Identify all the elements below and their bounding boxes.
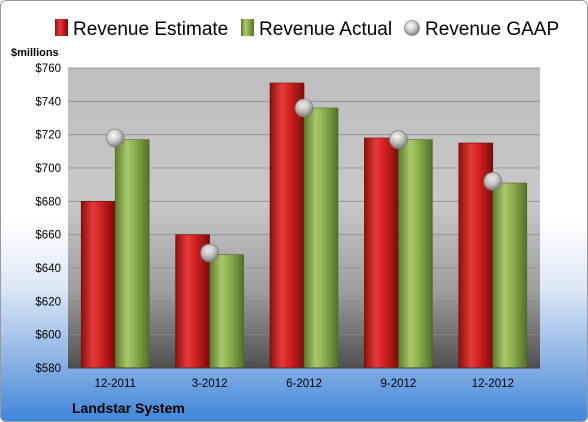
legend-swatch-actual bbox=[241, 19, 254, 36]
bar-revenue-actual bbox=[209, 254, 244, 369]
y-tick-label: $600 bbox=[35, 330, 61, 342]
legend: Revenue Estimate Revenue Actual Revenue … bbox=[55, 19, 559, 40]
marker-revenue-gaap bbox=[200, 243, 220, 263]
y-tick-label: $700 bbox=[35, 163, 61, 175]
marker-revenue-gaap bbox=[105, 128, 125, 148]
bar-revenue-actual bbox=[492, 182, 528, 369]
bar-revenue-actual bbox=[398, 139, 433, 369]
x-tick-label: 3-2012 bbox=[192, 378, 228, 390]
x-axis-ticks: 12-2011 3-2012 6-2012 9-2012 12-2012 bbox=[95, 378, 514, 390]
x-tick-label: 9-2012 bbox=[380, 378, 416, 390]
legend-label-actual: Revenue Actual bbox=[259, 19, 392, 40]
gaap-markers bbox=[105, 98, 503, 263]
bar-revenue-estimate bbox=[364, 137, 399, 369]
y-tick-label: $740 bbox=[35, 96, 61, 108]
x-tick-label: 12-2011 bbox=[95, 378, 136, 390]
bar-revenue-actual bbox=[114, 139, 150, 369]
y-tick-label: $580 bbox=[35, 363, 61, 375]
x-tick-label: 12-2012 bbox=[472, 378, 514, 390]
bar-revenue-estimate bbox=[458, 142, 494, 369]
y-axis-unit-label: $millions bbox=[11, 47, 59, 59]
legend-label-estimate: Revenue Estimate bbox=[73, 19, 228, 40]
bar-revenue-estimate bbox=[269, 82, 305, 369]
y-tick-label: $660 bbox=[35, 230, 61, 242]
marker-revenue-gaap bbox=[294, 98, 314, 118]
y-tick-label: $760 bbox=[35, 63, 61, 75]
x-tick-label: 6-2012 bbox=[286, 378, 322, 390]
y-tick-label: $620 bbox=[35, 296, 61, 308]
y-tick-label: $720 bbox=[35, 130, 61, 142]
marker-revenue-gaap bbox=[483, 171, 503, 191]
legend-marker-gaap bbox=[404, 20, 420, 36]
y-tick-label: $680 bbox=[35, 196, 61, 208]
marker-revenue-gaap bbox=[388, 130, 408, 150]
y-axis-ticks: $580 $600 $620 $640 $660 $680 $700 $720 $740 $760 bbox=[35, 63, 61, 375]
bar-revenue-estimate bbox=[80, 201, 116, 369]
legend-swatch-estimate bbox=[55, 19, 68, 36]
company-name: Landstar System bbox=[72, 400, 185, 416]
bar-revenue-actual bbox=[303, 107, 339, 369]
y-tick-label: $640 bbox=[35, 263, 61, 275]
legend-label-gaap: Revenue GAAP bbox=[425, 19, 559, 40]
